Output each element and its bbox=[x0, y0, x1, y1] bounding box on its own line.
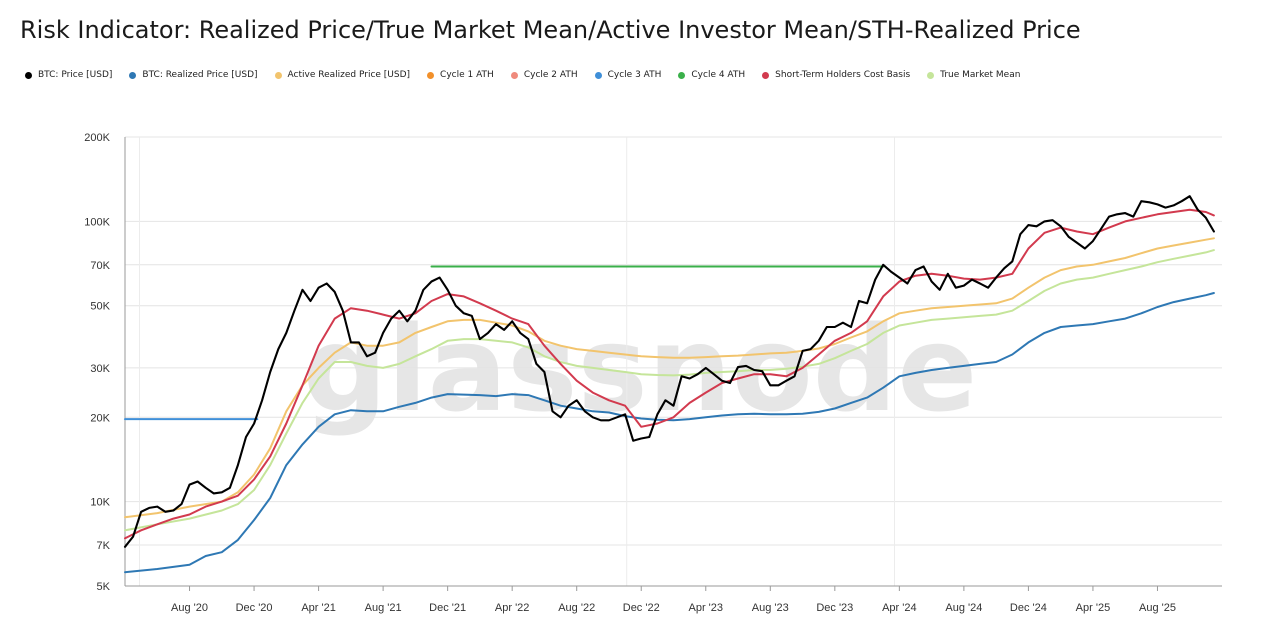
x-tick-label: Dec '24 bbox=[1010, 602, 1047, 614]
legend-dot-icon bbox=[927, 71, 935, 79]
series-line-active-realized-price-usd bbox=[124, 237, 1215, 519]
x-tick-label: Aug '24 bbox=[945, 602, 982, 614]
y-tick-label: 7K bbox=[97, 540, 111, 552]
legend-dot-icon bbox=[510, 71, 518, 79]
legend-dot-icon bbox=[274, 71, 282, 79]
y-tick-label: 70K bbox=[90, 260, 110, 272]
legend-dot-icon bbox=[678, 71, 686, 79]
legend-dot-icon bbox=[25, 71, 32, 79]
legend-item-sth-cost-basis[interactable]: Short-Term Holders Cost Basis bbox=[762, 70, 910, 80]
y-tick-label: 200K bbox=[84, 132, 110, 144]
chart-title: Risk Indicator: Realized Price/True Mark… bbox=[20, 16, 1081, 44]
x-tick-label: Apr '21 bbox=[301, 602, 336, 614]
x-tick-label: Aug '20 bbox=[171, 602, 208, 614]
legend-label: Cycle 3 ATH bbox=[607, 70, 662, 80]
y-tick-label: 50K bbox=[90, 301, 110, 313]
legend-item-cycle-1-ath[interactable]: Cycle 1 ATH bbox=[427, 70, 494, 80]
legend-item-cycle-2-ath[interactable]: Cycle 2 ATH bbox=[510, 70, 578, 80]
x-tick-label: Dec '21 bbox=[429, 602, 466, 614]
x-tick-label: Apr '22 bbox=[495, 602, 530, 614]
series-line-short-term-holders-cost-basis bbox=[124, 208, 1215, 540]
series-layer bbox=[123, 195, 1215, 574]
legend-item-true-market-mean[interactable]: True Market Mean bbox=[927, 70, 1020, 80]
legend-dot-icon bbox=[129, 71, 137, 79]
legend-item-btc-price[interactable]: BTC: Price [USD] bbox=[25, 70, 112, 80]
y-tick-label: 30K bbox=[90, 363, 110, 375]
y-axis-ticks: 5K 7K 10K 20K 30K 50K 70K 100K 200K bbox=[84, 132, 110, 593]
legend-label: Cycle 4 ATH bbox=[691, 70, 746, 80]
legend-label: Cycle 1 ATH bbox=[440, 70, 494, 80]
legend: BTC: Price [USD] BTC: Realized Price [US… bbox=[25, 70, 1265, 80]
legend-item-active-realized-price[interactable]: Active Realized Price [USD] bbox=[274, 70, 411, 80]
x-tick-label: Dec '22 bbox=[623, 602, 660, 614]
x-tick-label: Apr '24 bbox=[882, 602, 917, 614]
x-tick-label: Dec '20 bbox=[236, 602, 273, 614]
legend-dot-icon bbox=[427, 71, 435, 79]
legend-item-cycle-3-ath[interactable]: Cycle 3 ATH bbox=[594, 70, 662, 80]
legend-label: Active Realized Price [USD] bbox=[287, 70, 411, 80]
x-tick-label: Apr '25 bbox=[1076, 602, 1111, 614]
y-tick-label: 100K bbox=[84, 216, 110, 228]
legend-label: Short-Term Holders Cost Basis bbox=[775, 70, 911, 80]
axes bbox=[124, 137, 1222, 591]
legend-dot-icon bbox=[594, 71, 602, 79]
x-tick-label: Aug '22 bbox=[558, 602, 595, 614]
legend-label: BTC: Realized Price [USD] bbox=[142, 70, 258, 80]
y-tick-label: 5K bbox=[97, 581, 111, 593]
legend-label: Cycle 2 ATH bbox=[523, 70, 578, 80]
x-tick-label: Apr '23 bbox=[689, 602, 724, 614]
legend-item-cycle-4-ath[interactable]: Cycle 4 ATH bbox=[678, 70, 745, 80]
y-tick-label: 10K bbox=[90, 497, 110, 509]
y-tick-label: 20K bbox=[90, 412, 110, 424]
x-axis-ticks: Aug '20 Dec '20 Apr '21 Aug '21 Dec '21 Apr '… bbox=[171, 602, 1176, 614]
legend-item-realized-price[interactable]: BTC: Realized Price [USD] bbox=[129, 70, 258, 80]
x-tick-label: Aug '25 bbox=[1139, 602, 1176, 614]
series-line-btc-realized-price-usd bbox=[124, 292, 1215, 574]
x-tick-label: Aug '23 bbox=[752, 602, 789, 614]
x-tick-label: Aug '21 bbox=[365, 602, 402, 614]
x-tick-label: Dec '23 bbox=[816, 602, 853, 614]
legend-dot-icon bbox=[762, 71, 770, 79]
series-line-btc-price-usd bbox=[123, 195, 1215, 548]
legend-label: BTC: Price [USD] bbox=[38, 70, 113, 80]
legend-label: True Market Mean bbox=[940, 70, 1021, 80]
